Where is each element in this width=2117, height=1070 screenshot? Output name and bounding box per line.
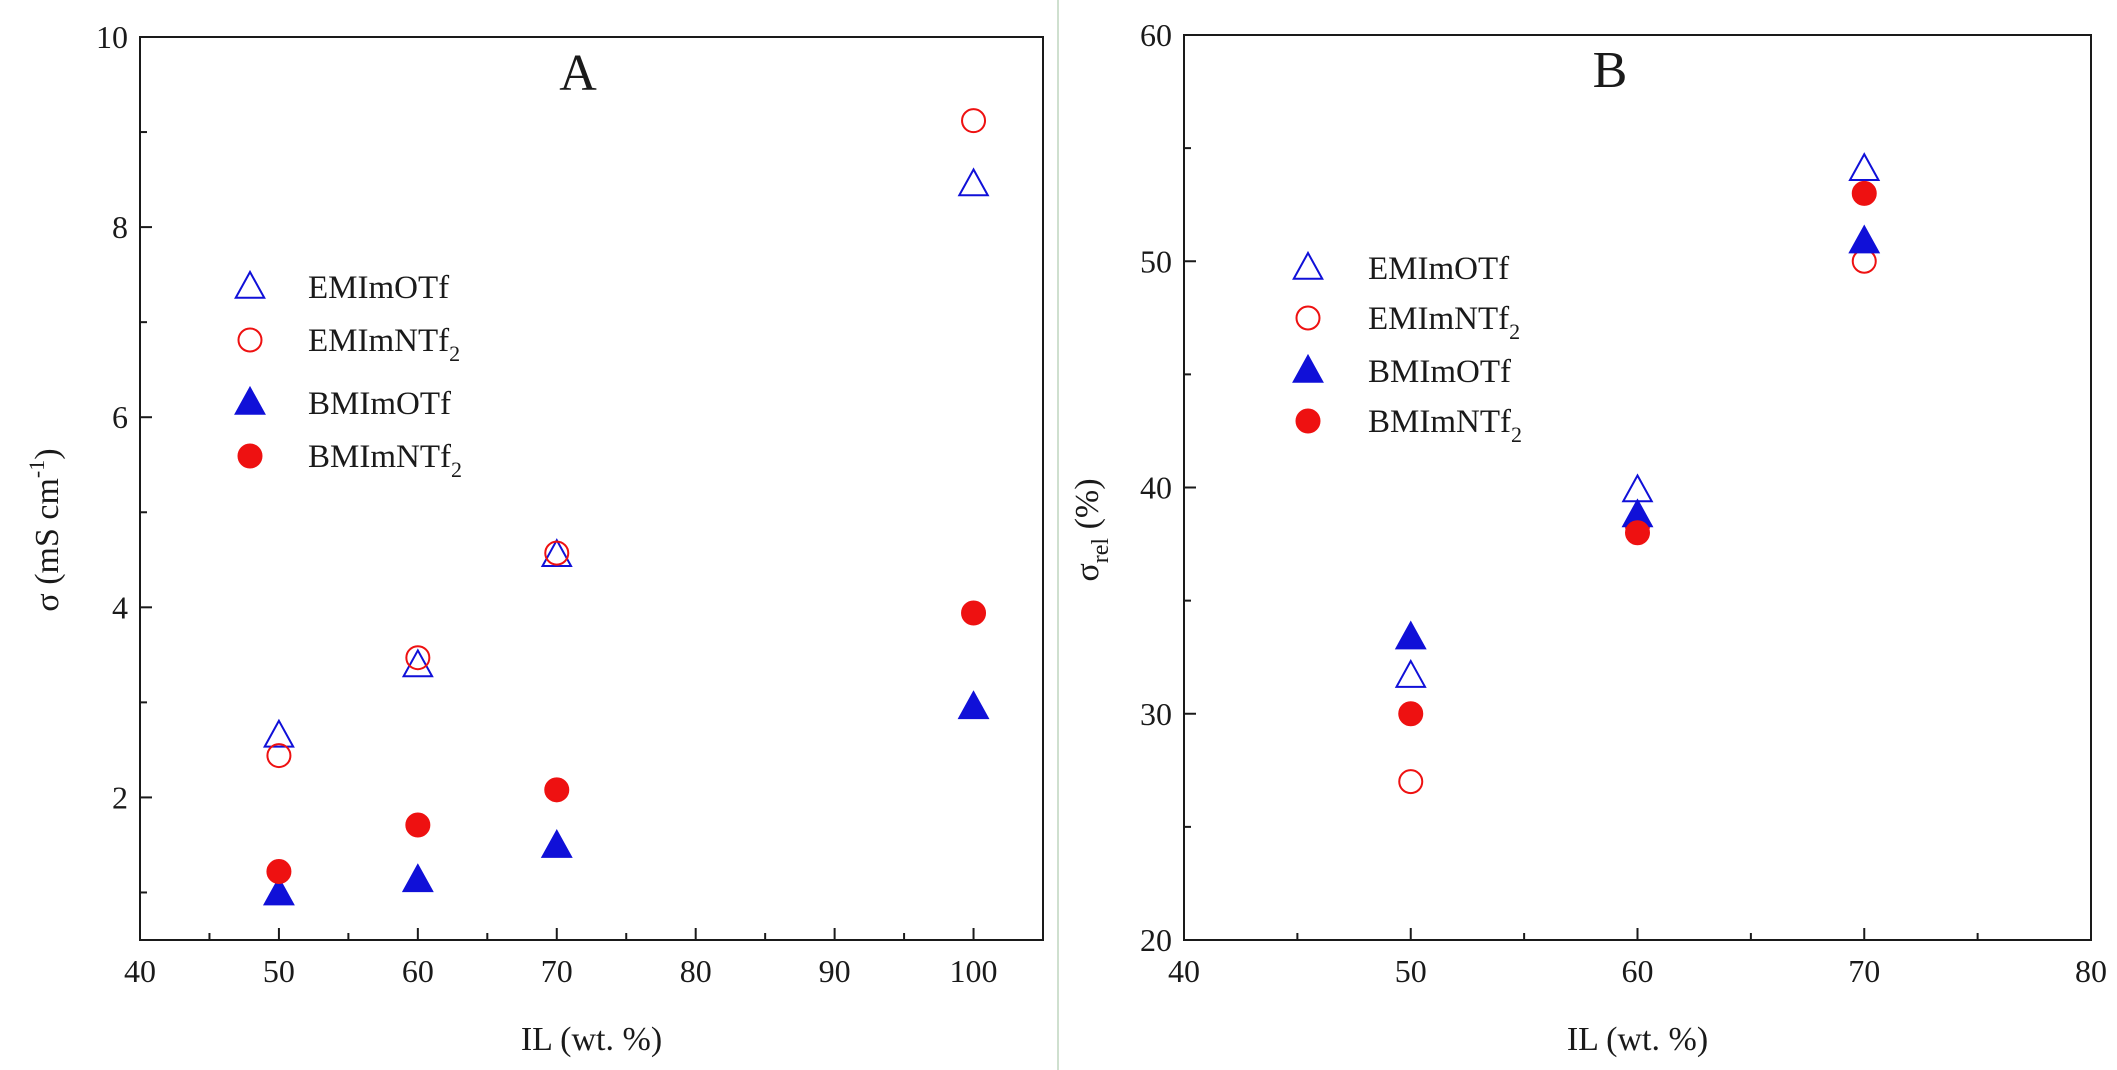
x-tick-label: 50	[1395, 953, 1427, 989]
data-point-bmimotf-50	[262, 876, 295, 906]
x-tick-label: 60	[402, 953, 434, 989]
data-point-bmimntf2-50	[1398, 701, 1424, 727]
data-point-bmimotf-100	[957, 690, 990, 720]
data-point-emimntf2-50	[266, 743, 292, 769]
x-tick-label: 90	[819, 953, 851, 989]
panel-divider	[1057, 0, 1059, 1070]
legend-label: EMImOTf	[308, 270, 449, 306]
y-tick-label: 20	[1140, 922, 1172, 958]
x-axis-title: IL (wt. %)	[1567, 1021, 1708, 1058]
x-axis-title: IL (wt. %)	[521, 1021, 662, 1058]
y-tick-label: 6	[112, 399, 128, 435]
y-tick-label: 60	[1140, 17, 1172, 53]
data-point-emimntf2-60	[405, 645, 431, 671]
data-point-bmimotf-50	[1394, 620, 1427, 650]
y-tick-label: 2	[112, 779, 128, 815]
y-tick-label: 40	[1140, 470, 1172, 506]
x-tick-label: 60	[1622, 953, 1654, 989]
y-tick-label: 8	[112, 209, 128, 245]
plot-frame	[139, 36, 1044, 941]
data-point-emimotf-60	[1621, 473, 1654, 503]
data-point-bmimotf-60	[401, 863, 434, 893]
y-tick-label: 30	[1140, 696, 1172, 732]
y-tick-label: 50	[1140, 243, 1172, 279]
legend-label: BMImOTf	[308, 386, 451, 422]
panel-b: 40 50 60 70 80 20 30 40 50 60 IL (wt. %) σrel (%) B E…	[1069, 17, 2107, 1058]
data-point-bmimntf2-60	[405, 812, 431, 838]
legend-label: EMImOTf	[1368, 251, 1509, 287]
data-point-emimntf2-50	[1398, 769, 1424, 795]
x-tick-label: 70	[541, 953, 573, 989]
y-tick-label: 4	[112, 589, 128, 625]
y-axis-title: σ (mS cm-1)	[24, 448, 66, 611]
legend-marker-bmimntf2	[237, 443, 263, 469]
data-point-bmimotf-70	[1848, 224, 1881, 254]
legend-marker-emimntf2	[1295, 305, 1321, 331]
data-point-bmimotf-70	[540, 828, 573, 858]
legend-marker-bmimotf	[234, 385, 266, 415]
panel-a: 40 50 60 70 80 90 100 2 4 6 8 10 IL (wt. %) σ (mS cm-…	[24, 19, 1044, 1058]
data-point-emimotf-50	[262, 718, 295, 748]
y-axis-title: σrel (%)	[1069, 478, 1114, 581]
legend-label: BMImOTf	[1368, 354, 1511, 390]
legend-marker-emimntf2	[237, 327, 263, 353]
data-point-emimotf-60	[401, 648, 434, 678]
legend-marker-bmimotf	[1292, 353, 1324, 383]
legend-label: BMImNTf2	[308, 439, 462, 482]
legend-marker-emimotf	[1292, 250, 1324, 280]
panel-letter: A	[559, 45, 597, 102]
data-point-bmimntf2-70	[1851, 180, 1877, 206]
x-tick-label: 40	[1168, 953, 1200, 989]
data-point-bmimntf2-70	[544, 777, 570, 803]
legend-label: EMImNTf2	[308, 323, 460, 366]
data-point-emimotf-100	[957, 167, 990, 197]
x-tick-label: 100	[950, 953, 998, 989]
data-point-bmimntf2-100	[961, 600, 987, 626]
legend-marker-emimotf	[234, 269, 266, 299]
data-point-bmimntf2-50	[266, 859, 292, 885]
x-tick-label: 40	[124, 953, 156, 989]
legend-label: BMImNTf2	[1368, 404, 1522, 447]
y-tick-label: 10	[96, 19, 128, 55]
data-point-emimotf-70	[1848, 152, 1881, 182]
data-point-emimntf2-70	[544, 540, 570, 566]
x-tick-label: 80	[2075, 953, 2107, 989]
data-point-emimntf2-100	[961, 108, 987, 134]
legend-marker-bmimntf2	[1295, 408, 1321, 434]
data-point-bmimntf2-60	[1625, 520, 1650, 546]
panel-letter: B	[1593, 42, 1628, 99]
legend-label: EMImNTf2	[1368, 301, 1520, 344]
x-tick-label: 80	[680, 953, 712, 989]
x-tick-label: 70	[1848, 953, 1880, 989]
x-tick-label: 50	[263, 953, 295, 989]
data-point-emimotf-50	[1394, 658, 1427, 688]
plot-frame	[1183, 34, 2092, 941]
data-point-emimotf-70	[540, 538, 573, 567]
